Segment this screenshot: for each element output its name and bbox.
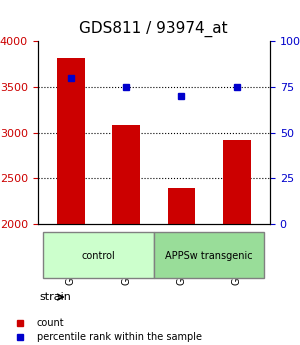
Bar bbox=[57, 58, 85, 224]
Bar bbox=[168, 188, 195, 224]
Text: strain: strain bbox=[40, 292, 72, 302]
FancyBboxPatch shape bbox=[154, 232, 265, 278]
FancyBboxPatch shape bbox=[43, 232, 154, 278]
Text: count: count bbox=[37, 318, 64, 328]
Text: APPSw transgenic: APPSw transgenic bbox=[165, 250, 253, 260]
Text: percentile rank within the sample: percentile rank within the sample bbox=[37, 332, 202, 342]
Title: GDS811 / 93974_at: GDS811 / 93974_at bbox=[80, 21, 228, 37]
Bar bbox=[112, 126, 140, 224]
Text: control: control bbox=[82, 250, 115, 260]
Bar bbox=[223, 140, 250, 224]
